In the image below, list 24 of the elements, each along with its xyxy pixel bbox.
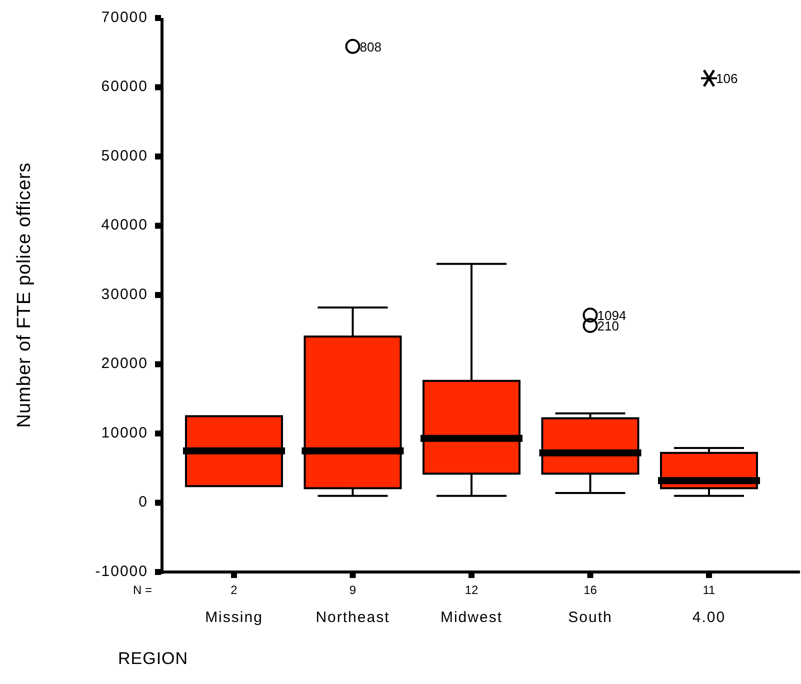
y-tick-label: 30000	[101, 286, 148, 303]
text: 9	[349, 583, 356, 597]
annotation: 106	[716, 71, 738, 86]
text: 12	[464, 583, 478, 597]
x-tick-label: Northeast	[316, 609, 390, 626]
text: 11	[702, 583, 716, 597]
y-tick-label: 50000	[101, 147, 148, 164]
x-tick-label: 4.00	[692, 609, 726, 626]
x-tick-label: Midwest	[440, 609, 503, 626]
y-tick-label: 20000	[101, 355, 148, 372]
y-tick-label: 70000	[101, 8, 148, 26]
y-axis-title: Number of FTE police officers	[14, 162, 35, 428]
x-axis-title: REGION	[118, 649, 188, 668]
x-tick-label: South	[568, 609, 612, 626]
y-tick-label: 10000	[101, 424, 148, 442]
y-tick-label: 40000	[101, 216, 148, 234]
text: 2	[230, 583, 238, 597]
y-tick-label: -10000	[95, 562, 148, 580]
text: N =	[132, 583, 152, 597]
text: 16	[584, 583, 598, 597]
x-tick-label: Missing	[205, 609, 263, 626]
y-tick-label: 60000	[101, 78, 148, 96]
annotation: 808	[360, 39, 382, 54]
y-tick-label: 0	[138, 494, 148, 511]
